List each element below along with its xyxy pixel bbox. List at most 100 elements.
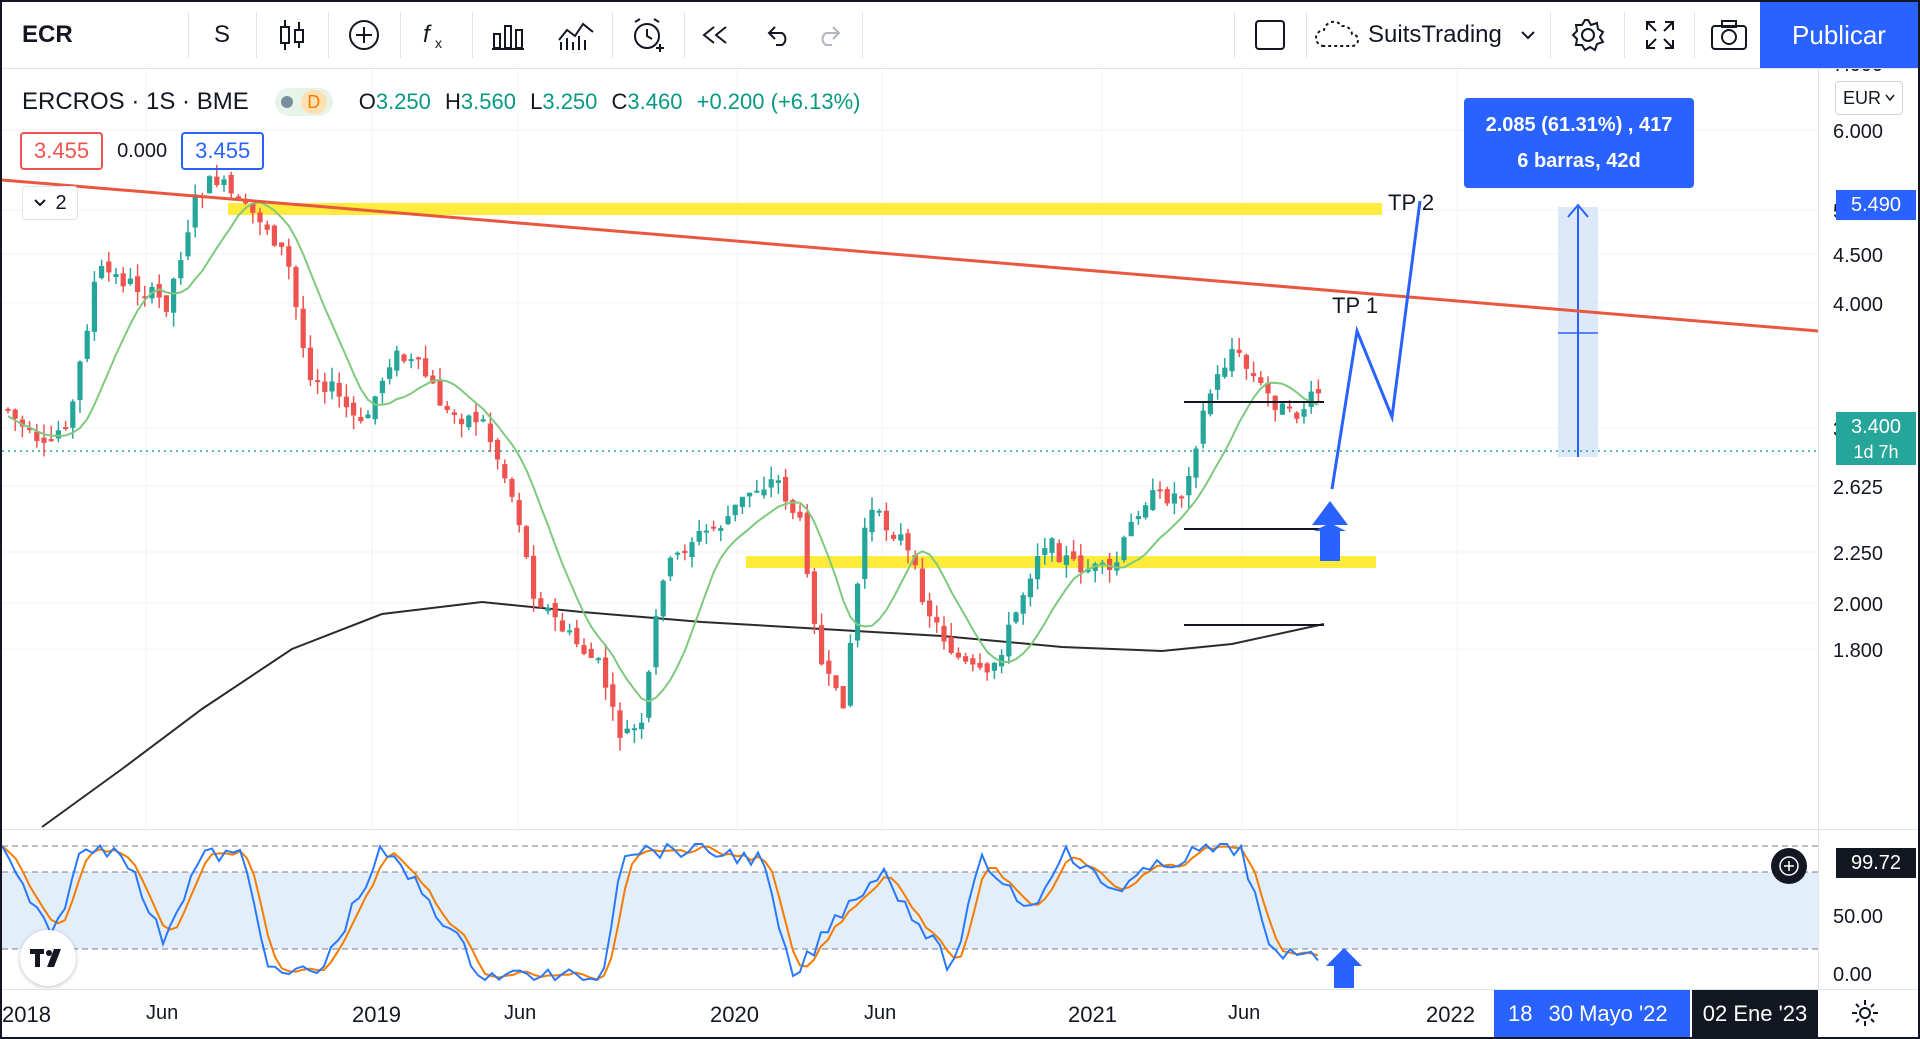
candle-body (581, 645, 587, 654)
price-tick: 2.000 (1833, 594, 1883, 616)
candle-body (120, 273, 126, 287)
toolbar-divider (400, 12, 401, 58)
candle-body (1020, 595, 1026, 614)
candle-body (883, 510, 889, 531)
candle-body (459, 418, 465, 425)
candle-body (156, 284, 162, 298)
toolbar-divider (328, 12, 329, 58)
legend-title[interactable]: ERCROS · 1S · BME (22, 88, 249, 115)
toolbar-divider (1694, 12, 1695, 58)
candle-body (999, 655, 1005, 667)
candles-icon[interactable] (264, 2, 320, 68)
trade-panel: 3.455 0.000 3.455 (20, 132, 265, 170)
candle-body (603, 657, 609, 688)
market-status[interactable]: D (274, 88, 333, 116)
price-tick: 7.000 (1833, 69, 1883, 76)
candle-body (1243, 354, 1249, 369)
sell-button[interactable]: 3.455 (20, 132, 104, 170)
axis-settings-icon[interactable] (1850, 998, 1880, 1033)
add-indicator-plus-icon[interactable] (1771, 848, 1807, 884)
stochastic-axis[interactable]: 99.72 50.00 0.00 (1771, 829, 1918, 989)
candle-body (970, 658, 976, 665)
candle-body (523, 526, 529, 558)
interval-button[interactable]: S (213, 21, 230, 48)
candle-body (394, 350, 400, 371)
layout-menu-button[interactable]: SuitsTrading (1314, 2, 1554, 68)
candle-body (473, 411, 479, 423)
candle-body (948, 636, 954, 653)
candle-body (19, 419, 25, 427)
candle-body (48, 439, 54, 442)
tp1-label[interactable]: TP 1 (1332, 293, 1378, 318)
arrow-up-icon[interactable] (1326, 948, 1362, 988)
settings-icon[interactable] (1558, 2, 1618, 68)
candle-body (595, 658, 601, 661)
stoch-value-label[interactable]: 99.72 (1836, 848, 1916, 878)
candle-body (1171, 493, 1177, 504)
replay-icon[interactable] (692, 2, 740, 68)
price-axis[interactable]: 7.0006.0005.0004.5004.0003.0002.6252.250… (1818, 54, 1918, 829)
publish-button[interactable]: Publicar (1760, 2, 1918, 68)
candle-body (516, 500, 522, 526)
candle-body (941, 625, 947, 642)
selected-range-label[interactable]: 18 30 Mayo '22 (1494, 990, 1690, 1037)
arrow-up-icon[interactable] (1314, 523, 1346, 561)
candle-body (703, 530, 709, 533)
main-chart-pane[interactable]: TP 2 TP 1 (2, 62, 1819, 829)
time-axis[interactable]: 2018 Jun 2019 Jun 2020 Jun 2021 Jun 2022… (2, 989, 1918, 1037)
candle-body (495, 439, 501, 460)
delayed-badge[interactable]: D (300, 90, 327, 114)
current-price-label[interactable]: 3.400 (1836, 412, 1916, 442)
time-tick: 2020 (710, 1002, 759, 1027)
bar-replay-icon[interactable] (548, 2, 604, 68)
candle-body (905, 533, 911, 551)
stochastic-canvas[interactable] (2, 830, 1818, 990)
symbol-legend[interactable]: ERCROS · 1S · BME D O3.250 H3.560 L3.250… (22, 82, 861, 122)
candle-body (545, 607, 551, 612)
chart-grid (2, 62, 1818, 829)
svg-text:f: f (423, 21, 432, 48)
camera-icon[interactable] (1700, 2, 1758, 68)
resistance-zone-top[interactable] (228, 203, 1382, 215)
alert-icon[interactable] (620, 2, 676, 68)
target-price-label[interactable]: 5.490 (1836, 190, 1916, 220)
candle-body (927, 600, 933, 617)
layout-square-icon[interactable] (1242, 2, 1298, 68)
redo-icon[interactable] (806, 2, 854, 68)
tradingview-logo-icon[interactable] (20, 930, 76, 986)
templates-icon[interactable] (480, 2, 536, 68)
time-tick: 2021 (1068, 1002, 1117, 1027)
time-tick: 2019 (352, 1002, 401, 1027)
add-compare-icon[interactable] (336, 2, 392, 68)
candle-body (1222, 367, 1228, 377)
candle-body (1063, 555, 1069, 565)
crosshair-date-label[interactable]: 02 Ene '23 (1692, 990, 1818, 1037)
candle-body (617, 710, 623, 738)
candle-body (1006, 624, 1012, 657)
candle-body (1193, 448, 1199, 478)
candle-body (747, 492, 753, 497)
candle-body (660, 580, 666, 617)
symbol-search-button[interactable]: ECR (22, 21, 73, 48)
candle-body (1150, 490, 1156, 511)
fullscreen-icon[interactable] (1632, 2, 1688, 68)
spread-value: 0.000 (117, 139, 168, 162)
measure-tooltip[interactable]: 2.085 (61.31%) , 417 6 barras, 42d (1464, 98, 1694, 188)
descending-trendline[interactable] (2, 178, 1819, 333)
price-chart-canvas[interactable]: TP 2 TP 1 (2, 62, 1819, 829)
candle-body (696, 530, 702, 542)
candle-body (675, 552, 681, 555)
countdown-label: 1d 7h (1836, 439, 1916, 465)
candle-body (1114, 562, 1120, 571)
stochastic-pane[interactable] (2, 829, 1818, 989)
projection-path[interactable] (1330, 200, 1422, 490)
indicators-collapse-button[interactable]: 2 (22, 186, 78, 220)
candle-body (862, 527, 868, 580)
undo-icon[interactable] (754, 2, 802, 68)
candle-body (235, 196, 241, 199)
buy-button[interactable]: 3.455 (181, 132, 265, 170)
candle-body (250, 203, 256, 213)
tp2-label[interactable]: TP 2 (1388, 190, 1434, 215)
currency-select[interactable]: EUR (1835, 81, 1903, 115)
